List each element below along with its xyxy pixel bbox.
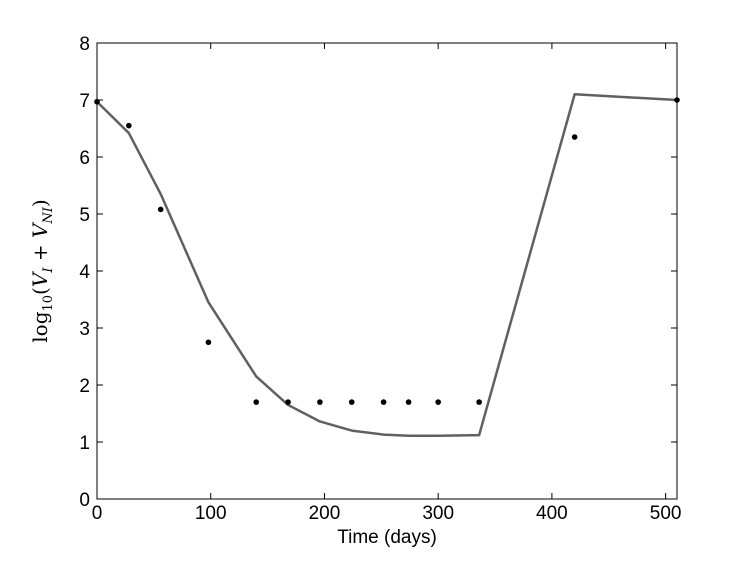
x-tick-label: 100 xyxy=(195,503,227,524)
x-tick-label: 400 xyxy=(536,503,568,524)
data-point xyxy=(571,134,578,140)
x-tick-label: 300 xyxy=(422,503,454,524)
x-tick-label: 500 xyxy=(650,503,682,524)
y-label-open: ( xyxy=(28,287,52,295)
data-point xyxy=(476,399,482,405)
y-tick-label: 0 xyxy=(79,490,90,511)
y-label-log: log xyxy=(28,311,52,342)
y-tick-label: 1 xyxy=(79,433,90,454)
y-axis-ticks: 0 1 2 3 4 5 6 7 8 xyxy=(79,34,677,511)
data-point xyxy=(674,97,680,103)
plot-frame xyxy=(96,42,678,500)
y-label-plus: + xyxy=(28,238,52,267)
data-point xyxy=(157,206,164,213)
data-point xyxy=(405,399,412,405)
y-label-base: 10 xyxy=(41,295,56,312)
y-label-close: ) xyxy=(28,199,52,207)
x-tick-label: 200 xyxy=(309,503,341,524)
y-tick-label: 2 xyxy=(79,376,90,397)
series-layer xyxy=(94,93,680,437)
data-point xyxy=(317,399,323,405)
y-label-v2: V xyxy=(28,221,52,238)
y-label-sub2: NI xyxy=(41,206,56,224)
data-point xyxy=(348,399,355,405)
y-tick-label: 4 xyxy=(79,262,90,283)
y-tick-label: 3 xyxy=(79,319,90,340)
model-fit-line xyxy=(96,93,678,437)
x-tick-label: 0 xyxy=(92,503,103,524)
x-axis-label: Time (days) xyxy=(337,527,437,548)
y-label-v1: V xyxy=(28,270,52,287)
data-point xyxy=(94,98,100,105)
data-point xyxy=(435,399,441,405)
data-point xyxy=(380,399,387,405)
y-tick-label: 8 xyxy=(79,34,90,55)
data-point xyxy=(126,122,132,129)
data-point xyxy=(205,339,212,346)
y-axis-label: log10(VI + VNI) xyxy=(28,199,56,342)
y-tick-label: 7 xyxy=(79,91,90,112)
x-axis-ticks: 0 100 200 300 400 500 xyxy=(92,43,682,524)
data-point xyxy=(285,399,291,405)
y-tick-label: 5 xyxy=(79,205,90,226)
y-label-sub1: I xyxy=(41,267,56,274)
data-point xyxy=(253,399,260,405)
y-tick-label: 6 xyxy=(79,148,90,169)
